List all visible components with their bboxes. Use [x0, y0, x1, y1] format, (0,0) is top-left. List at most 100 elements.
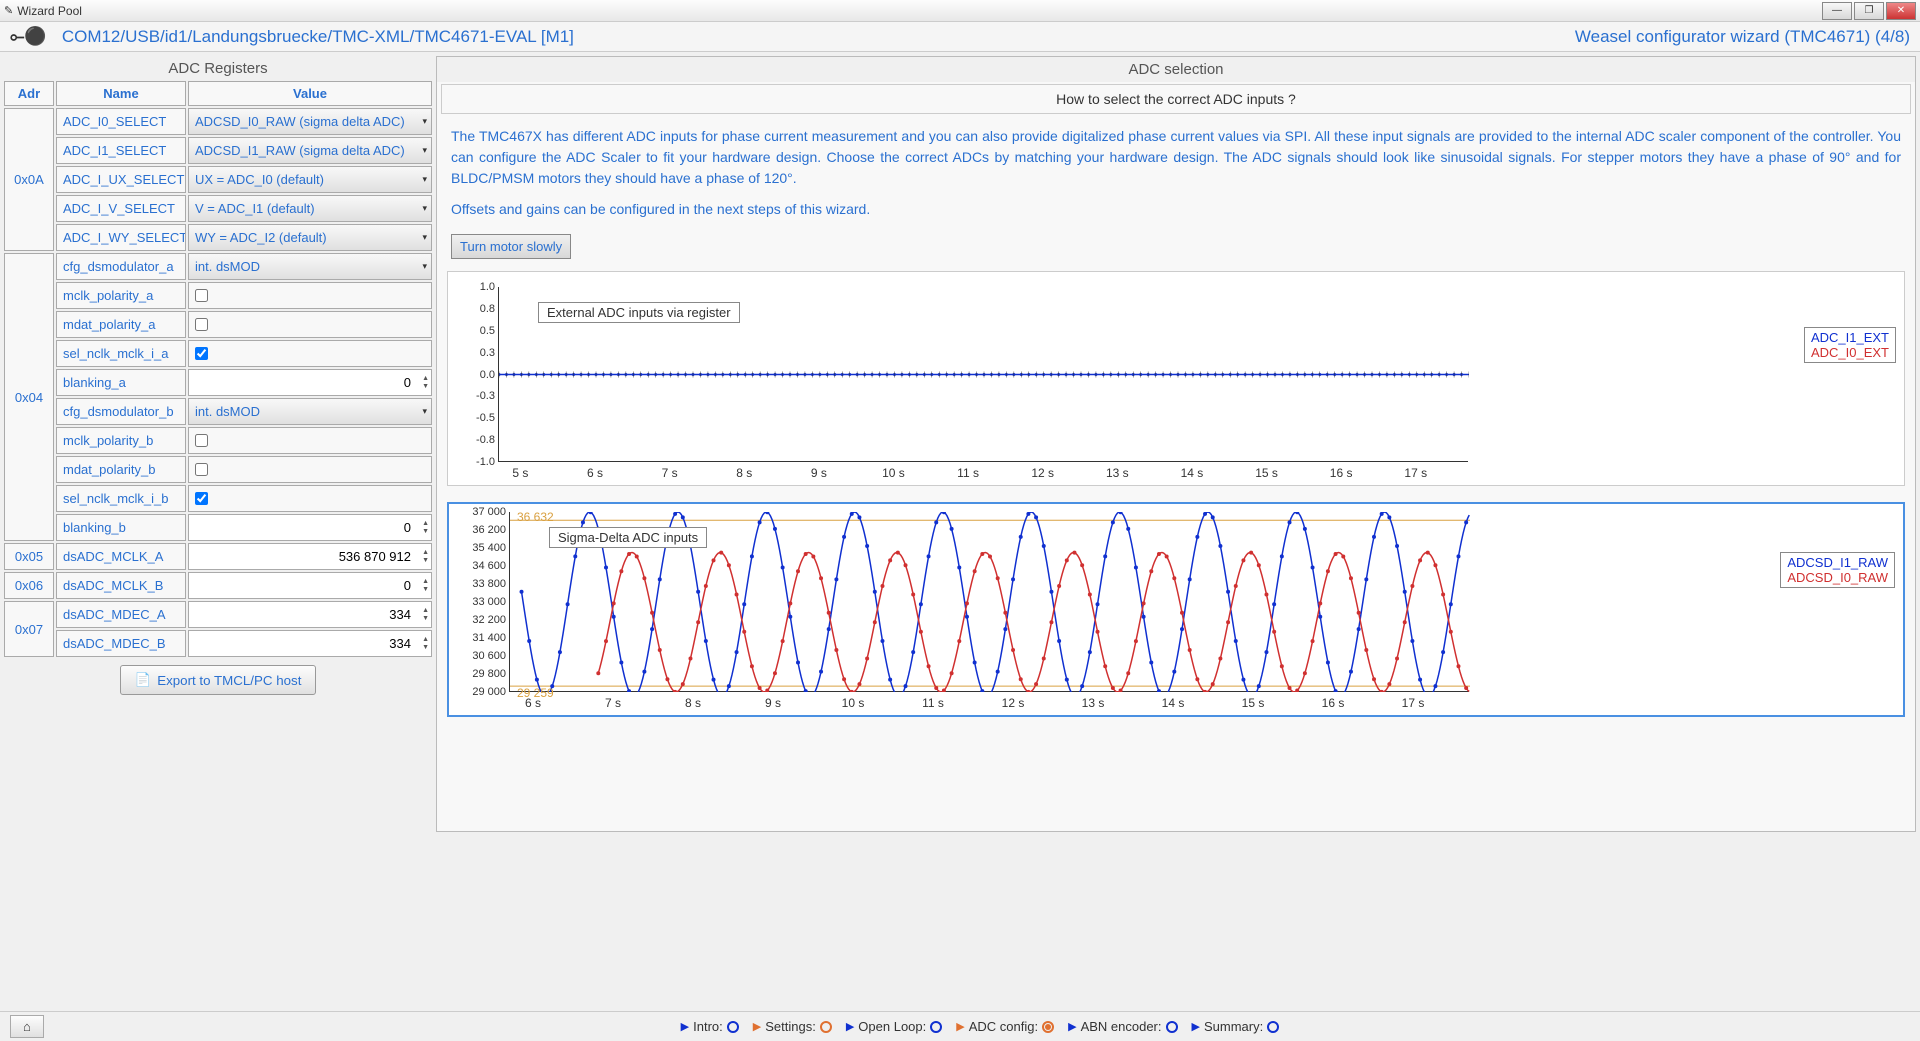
y-tick: 33 800	[472, 578, 506, 590]
register-value[interactable]: V = ADC_I1 (default)▾	[188, 195, 432, 222]
close-button[interactable]: ✕	[1886, 2, 1916, 20]
wizard-step-item[interactable]: ▶Summary:	[1192, 1019, 1280, 1034]
step-radio[interactable]	[1042, 1021, 1054, 1033]
description-1: The TMC467X has different ADC inputs for…	[437, 116, 1915, 199]
register-value[interactable]: int. dsMOD▾	[188, 253, 432, 280]
step-radio[interactable]	[820, 1021, 832, 1033]
register-row: ADC_I_V_SELECTV = ADC_I1 (default)▾	[56, 195, 432, 222]
window-controls: — ❐ ✕	[1822, 2, 1916, 20]
wizard-step-item[interactable]: ▶Settings:	[753, 1019, 832, 1034]
spinner-icon[interactable]: ▲▼	[422, 375, 429, 391]
minimize-button[interactable]: —	[1822, 2, 1852, 20]
header-value: Value	[188, 81, 432, 106]
register-number-input[interactable]	[189, 515, 431, 540]
x-tick: 13 s	[1106, 466, 1129, 480]
maximize-button[interactable]: ❐	[1854, 2, 1884, 20]
register-name: mclk_polarity_a	[56, 282, 186, 309]
register-value[interactable]: int. dsMOD▾	[188, 398, 432, 425]
x-tick: 15 s	[1255, 466, 1278, 480]
register-value[interactable]	[188, 427, 432, 454]
register-value[interactable]: WY = ADC_I2 (default)▾	[188, 224, 432, 251]
spinner-icon[interactable]: ▲▼	[422, 636, 429, 652]
register-name: cfg_dsmodulator_a	[56, 253, 186, 280]
chart-external-adc[interactable]: 1.00.80.50.30.0-0.3-0.5-0.8-1.05 s6 s7 s…	[447, 271, 1905, 486]
register-value[interactable]: ▲▼	[188, 369, 432, 396]
spinner-icon[interactable]: ▲▼	[422, 549, 429, 565]
register-value[interactable]: ▲▼	[188, 572, 432, 599]
y-tick: 34 600	[472, 560, 506, 572]
x-tick: 7 s	[605, 696, 621, 710]
register-row: dsADC_MCLK_B▲▼	[56, 572, 432, 599]
register-number-input[interactable]	[189, 631, 431, 656]
register-row: ADC_I_UX_SELECTUX = ADC_I0 (default)▾	[56, 166, 432, 193]
y-tick: 0.5	[480, 325, 495, 337]
register-name: dsADC_MDEC_A	[56, 601, 186, 628]
register-number-input[interactable]	[189, 544, 431, 569]
register-name: sel_nclk_mclk_i_b	[56, 485, 186, 512]
export-button[interactable]: 📄 Export to TMCL/PC host	[120, 665, 317, 695]
register-value[interactable]	[188, 340, 432, 367]
register-value[interactable]	[188, 282, 432, 309]
spinner-icon[interactable]: ▲▼	[422, 520, 429, 536]
register-value[interactable]	[188, 485, 432, 512]
x-tick: 9 s	[765, 696, 781, 710]
step-radio[interactable]	[1267, 1021, 1279, 1033]
step-radio[interactable]	[727, 1021, 739, 1033]
register-row: ADC_I_WY_SELECTWY = ADC_I2 (default)▾	[56, 224, 432, 251]
right-panel: ADC selection How to select the correct …	[436, 56, 1916, 832]
register-number-input[interactable]	[189, 573, 431, 598]
register-row: mclk_polarity_b	[56, 427, 432, 454]
y-tick: 35 400	[472, 542, 506, 554]
spinner-icon[interactable]: ▲▼	[422, 607, 429, 623]
step-radio[interactable]	[930, 1021, 942, 1033]
step-label: ADC config:	[969, 1019, 1038, 1034]
register-group: 0x04cfg_dsmodulator_aint. dsMOD▾mclk_pol…	[4, 253, 432, 541]
register-table: 0x0AADC_I0_SELECTADCSD_I0_RAW (sigma del…	[4, 106, 432, 657]
register-value[interactable]	[188, 311, 432, 338]
register-value[interactable]	[188, 456, 432, 483]
register-value[interactable]: ▲▼	[188, 601, 432, 628]
register-group: 0x0AADC_I0_SELECTADCSD_I0_RAW (sigma del…	[4, 108, 432, 251]
wizard-step-item[interactable]: ▶ADC config:	[956, 1019, 1054, 1034]
register-value[interactable]: ADCSD_I1_RAW (sigma delta ADC)▾	[188, 137, 432, 164]
right-panel-title: ADC selection	[437, 57, 1915, 82]
register-number-input[interactable]	[189, 370, 431, 395]
register-row: blanking_b▲▼	[56, 514, 432, 541]
chart-sigma-delta-adc[interactable]: 37 00036 20035 40034 60033 80033 00032 2…	[447, 502, 1905, 717]
register-checkbox[interactable]	[195, 463, 208, 476]
y-tick: -0.8	[476, 434, 495, 446]
y-tick: -0.3	[476, 390, 495, 402]
y-tick: -1.0	[476, 456, 495, 468]
register-checkbox[interactable]	[195, 289, 208, 302]
adr-cell: 0x07	[4, 601, 54, 657]
x-tick: 6 s	[587, 466, 603, 480]
usb-icon: ⟜⚫	[10, 26, 47, 47]
register-value[interactable]: ▲▼	[188, 543, 432, 570]
register-checkbox[interactable]	[195, 434, 208, 447]
y-tick: 1.0	[480, 281, 495, 293]
annotation-low: 29 259	[517, 686, 554, 700]
step-radio[interactable]	[1166, 1021, 1178, 1033]
x-tick: 9 s	[811, 466, 827, 480]
register-value[interactable]: UX = ADC_I0 (default)▾	[188, 166, 432, 193]
wizard-step-item[interactable]: ▶Intro:	[681, 1019, 739, 1034]
register-checkbox[interactable]	[195, 492, 208, 505]
home-button[interactable]: ⌂	[10, 1015, 44, 1038]
spinner-icon[interactable]: ▲▼	[422, 578, 429, 594]
register-row: mdat_polarity_b	[56, 456, 432, 483]
register-value[interactable]: ▲▼	[188, 630, 432, 657]
wizard-step-item[interactable]: ▶Open Loop:	[846, 1019, 942, 1034]
register-number-input[interactable]	[189, 602, 431, 627]
register-value[interactable]: ▲▼	[188, 514, 432, 541]
turn-motor-button[interactable]: Turn motor slowly	[451, 234, 571, 259]
register-checkbox[interactable]	[195, 347, 208, 360]
register-value[interactable]: ADCSD_I0_RAW (sigma delta ADC)▾	[188, 108, 432, 135]
register-name: mclk_polarity_b	[56, 427, 186, 454]
register-checkbox[interactable]	[195, 318, 208, 331]
y-tick: -0.5	[476, 412, 495, 424]
breadcrumb: COM12/USB/id1/Landungsbruecke/TMC-XML/TM…	[62, 27, 1575, 47]
y-tick: 29 000	[472, 686, 506, 698]
wizard-step-item[interactable]: ▶ABN encoder:	[1068, 1019, 1177, 1034]
x-tick: 16 s	[1322, 696, 1345, 710]
step-label: Intro:	[693, 1019, 723, 1034]
